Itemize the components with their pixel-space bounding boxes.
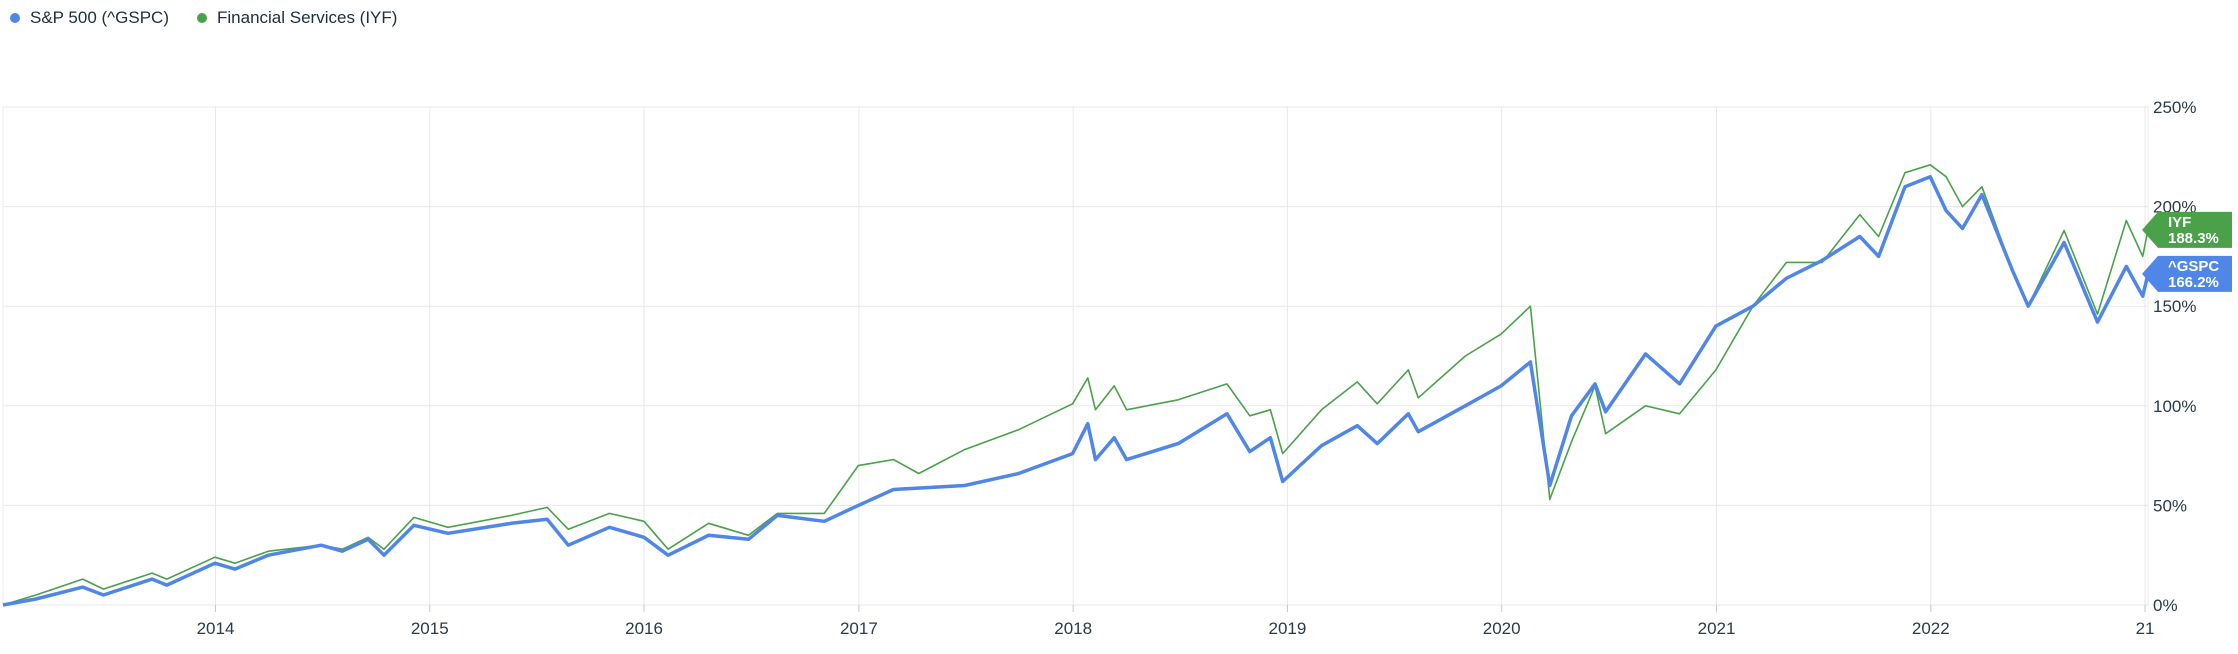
end-tag-ticker-iyf: IYF (2168, 214, 2191, 231)
chart-legend: S&P 500 (^GSPC) Financial Services (IYF) (10, 8, 397, 28)
x-tick-label: 2018 (1054, 619, 1092, 638)
x-tick-label: 2014 (197, 619, 235, 638)
x-tick-label: 2017 (840, 619, 878, 638)
legend-dot-gspc (10, 13, 20, 23)
x-tick-label: 2020 (1483, 619, 1521, 638)
legend-label-gspc: S&P 500 (^GSPC) (30, 8, 169, 27)
x-tick-label: 21 (2136, 619, 2155, 638)
end-tag-value-gspc: 166.2% (2168, 274, 2219, 291)
x-tick-label: 2019 (1269, 619, 1307, 638)
y-tick-label: 200% (2153, 198, 2196, 217)
plot-area (2, 106, 2149, 606)
end-tag-iyf (2142, 211, 2232, 248)
y-tick-label: 50% (2153, 496, 2187, 515)
y-tick-label: 150% (2153, 297, 2196, 316)
end-tag-ticker-gspc: ^GSPC (2168, 258, 2219, 275)
end-tag-value-iyf: 188.3% (2168, 230, 2219, 247)
series-line-iyf (2, 164, 2149, 606)
legend-item-iyf[interactable]: Financial Services (IYF) (197, 8, 397, 28)
legend-item-gspc[interactable]: S&P 500 (^GSPC) (10, 8, 169, 28)
y-tick-label: 0% (2153, 596, 2178, 615)
legend-label-iyf: Financial Services (IYF) (217, 8, 398, 27)
x-tick-label: 2015 (411, 619, 449, 638)
x-tick-label: 2016 (625, 619, 663, 638)
legend-dot-iyf (197, 13, 207, 23)
series-line-gspc (2, 174, 2150, 607)
end-tag-gspc (2142, 255, 2232, 292)
x-tick-label: 2022 (1912, 619, 1950, 638)
y-tick-label: 100% (2153, 397, 2196, 416)
x-tick-label: 2021 (1698, 619, 1736, 638)
y-tick-label: 250% (2153, 98, 2196, 117)
